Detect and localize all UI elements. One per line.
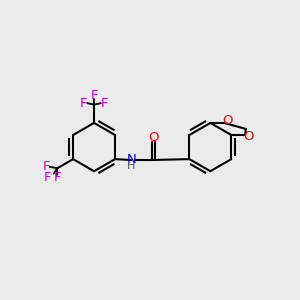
Text: O: O	[222, 114, 232, 127]
Text: O: O	[243, 130, 253, 143]
Text: F: F	[42, 160, 50, 173]
Text: F: F	[80, 97, 88, 110]
Text: F: F	[44, 171, 52, 184]
Text: N: N	[127, 153, 136, 166]
Text: F: F	[90, 89, 98, 102]
Text: F: F	[100, 97, 108, 110]
Text: O: O	[148, 131, 159, 144]
Text: H: H	[127, 161, 136, 172]
Text: F: F	[54, 171, 62, 184]
